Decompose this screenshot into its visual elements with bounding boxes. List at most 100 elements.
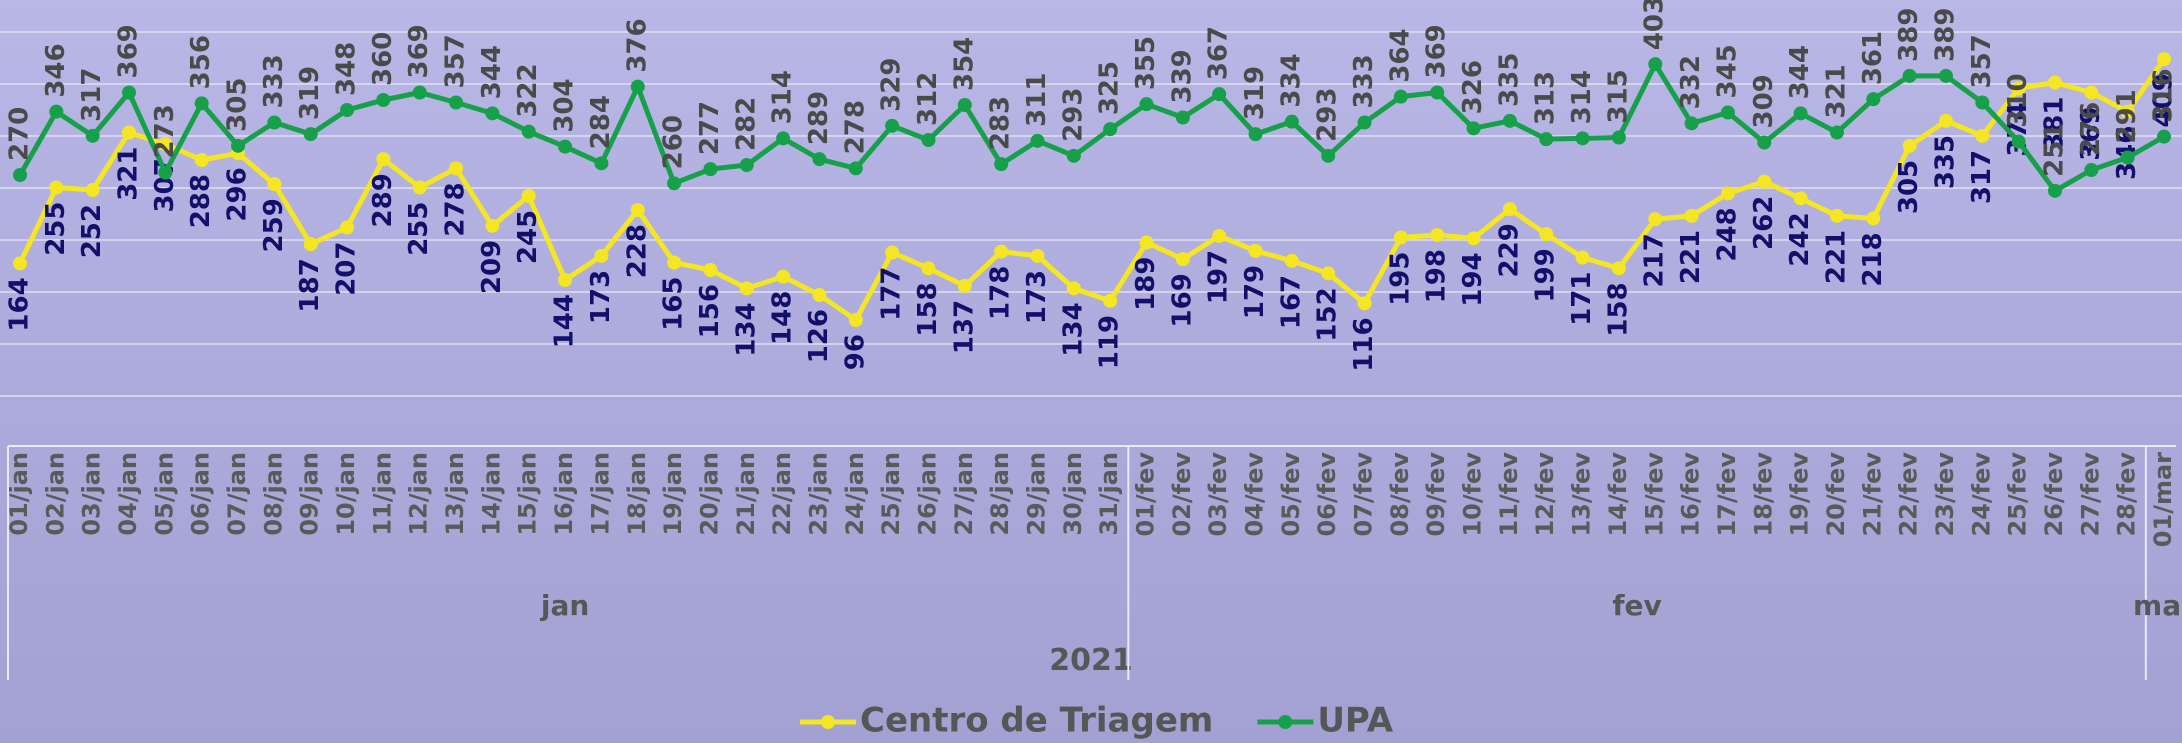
point — [558, 139, 573, 154]
point — [521, 188, 536, 203]
point — [558, 273, 573, 287]
x-tick-label: 04/jan — [114, 452, 142, 536]
legend-label: Centro de Triagem — [860, 701, 1213, 741]
point — [2047, 75, 2062, 90]
point — [485, 218, 500, 233]
point — [957, 278, 972, 293]
data-label: 354 — [949, 37, 979, 91]
data-label: 158 — [1603, 282, 1633, 336]
point — [848, 161, 863, 176]
data-label: 315 — [1603, 69, 1633, 123]
data-label: 369 — [404, 24, 434, 78]
point — [1720, 186, 1735, 201]
point — [1866, 92, 1881, 107]
point — [1393, 230, 1408, 245]
x-tick-label: 13/fev — [1568, 452, 1596, 537]
data-label: 207 — [332, 242, 362, 296]
x-tick-label: 24/fev — [1967, 452, 1995, 537]
point — [1175, 252, 1190, 267]
point — [85, 128, 100, 143]
point — [1212, 228, 1227, 243]
data-label: 278 — [840, 100, 870, 154]
data-label: 228 — [622, 224, 652, 278]
data-label: 345 — [1712, 44, 1742, 98]
x-tick-label: 07/jan — [223, 452, 251, 536]
x-tick-label: 30/jan — [1059, 452, 1087, 536]
x-tick-label: 08/jan — [259, 452, 287, 536]
data-label: 148 — [768, 291, 798, 345]
point — [49, 104, 64, 119]
point — [2120, 150, 2135, 165]
data-label: 293 — [1313, 88, 1343, 142]
data-label: 248 — [1712, 207, 1742, 261]
data-label: 173 — [586, 270, 616, 324]
data-label: 355 — [1131, 36, 1161, 90]
data-label: 199 — [1531, 248, 1561, 302]
point — [739, 281, 754, 296]
point — [158, 165, 173, 180]
point — [703, 162, 718, 177]
point — [1648, 57, 1663, 72]
x-tick-label: 02/jan — [41, 452, 69, 536]
x-tick-label: 17/jan — [586, 452, 614, 536]
data-label: 260 — [659, 115, 689, 169]
data-label: 152 — [1313, 287, 1343, 341]
data-label: 344 — [1785, 45, 1815, 99]
data-label: 334 — [1276, 53, 1306, 107]
point — [667, 255, 682, 270]
point — [630, 79, 645, 94]
x-tick-label: 06/fev — [1313, 452, 1341, 537]
point — [2084, 85, 2099, 100]
point — [340, 103, 355, 117]
point — [1502, 113, 1517, 128]
point — [1284, 114, 1299, 129]
point — [630, 203, 645, 217]
point — [1103, 122, 1118, 137]
point — [1139, 235, 1154, 250]
x-tick-label: 29/jan — [1022, 452, 1050, 536]
data-label: 278 — [441, 182, 471, 236]
point — [1539, 132, 1554, 147]
data-label: 137 — [949, 300, 979, 354]
data-label: 158 — [913, 282, 943, 336]
data-label: 361 — [1858, 31, 1888, 85]
x-axis-title: 2021 — [1049, 643, 1133, 678]
x-tick-label: 23/fev — [1931, 452, 1959, 537]
x-tick-label: 09/fev — [1422, 452, 1450, 537]
point — [2120, 104, 2135, 119]
data-label: 357 — [1967, 34, 1997, 88]
point — [776, 131, 791, 146]
point — [85, 183, 100, 197]
point — [1684, 116, 1699, 131]
data-label: 221 — [1821, 230, 1851, 284]
x-tick-label: 12/fev — [1531, 452, 1559, 537]
data-label: 348 — [332, 42, 362, 96]
point — [1866, 211, 1881, 226]
x-tick-label: 08/fev — [1386, 452, 1414, 537]
point — [1248, 127, 1263, 142]
data-label: 314 — [768, 70, 798, 124]
x-tick-label: 01/mar — [2149, 452, 2177, 547]
point — [1975, 95, 1990, 110]
point — [1720, 105, 1735, 120]
data-label: 178 — [986, 266, 1016, 320]
data-label: 126 — [804, 309, 834, 363]
x-tick-label: 31/jan — [1095, 452, 1123, 536]
point — [376, 152, 391, 167]
point — [13, 256, 27, 271]
point — [1757, 135, 1772, 150]
x-tick-label: 19/fev — [1786, 452, 1814, 537]
point — [1357, 296, 1372, 311]
data-label: 360 — [368, 32, 398, 86]
data-label: 357 — [441, 34, 471, 88]
x-tick-label: 26/fev — [2040, 452, 2068, 537]
point — [1975, 128, 1990, 143]
point — [1539, 227, 1554, 242]
data-label: 293 — [1058, 88, 1088, 142]
point — [412, 180, 427, 195]
point — [848, 313, 863, 327]
legend-marker — [821, 715, 835, 729]
x-tick-label: 20/fev — [1822, 452, 1850, 537]
point — [158, 137, 173, 152]
